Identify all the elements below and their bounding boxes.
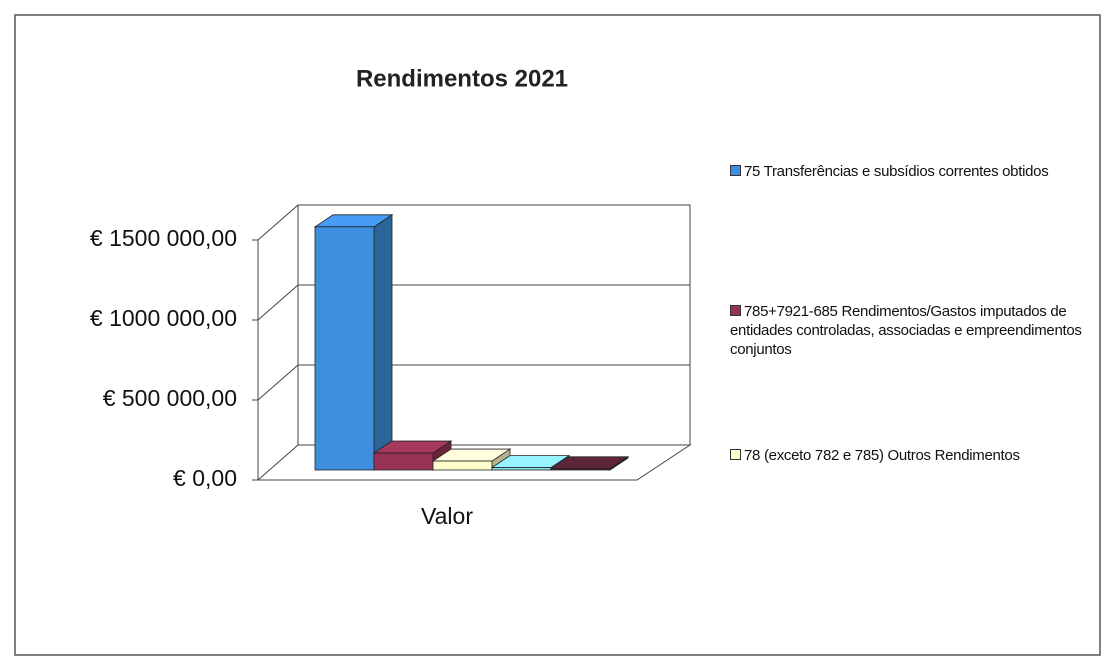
y-tick-label: € 1000 000,00	[90, 305, 237, 331]
y-tick-label: € 0,00	[173, 465, 237, 491]
grid-line	[257, 364, 299, 401]
x-tick-label: Valor	[421, 503, 473, 529]
bar	[314, 226, 375, 471]
bar	[432, 460, 493, 471]
bar	[373, 452, 434, 471]
chart-title: Rendimentos 2021	[356, 65, 568, 92]
grid-line	[257, 284, 299, 321]
grid-line	[257, 204, 299, 241]
bar	[550, 468, 611, 471]
legend-entry: 78 (exceto 782 e 785) Outros Rendimentos	[730, 446, 1090, 465]
y-tick-label: € 1500 000,00	[90, 225, 237, 251]
legend-swatch	[730, 305, 741, 316]
legend-label: 78 (exceto 782 e 785) Outros Rendimentos	[744, 447, 1020, 464]
legend-label: 785+7921-685 Rendimentos/Gastos imputado…	[730, 303, 1082, 358]
y-tick-label: € 500 000,00	[103, 385, 237, 411]
bar	[491, 467, 552, 471]
legend-label: 75 Transferências e subsídios correntes …	[744, 163, 1049, 180]
bar-side	[373, 214, 393, 471]
legend-entry: 75 Transferências e subsídios correntes …	[730, 162, 1090, 181]
legend-entry: 785+7921-685 Rendimentos/Gastos imputado…	[730, 302, 1090, 359]
legend-swatch	[730, 449, 741, 460]
legend-swatch	[730, 165, 741, 176]
